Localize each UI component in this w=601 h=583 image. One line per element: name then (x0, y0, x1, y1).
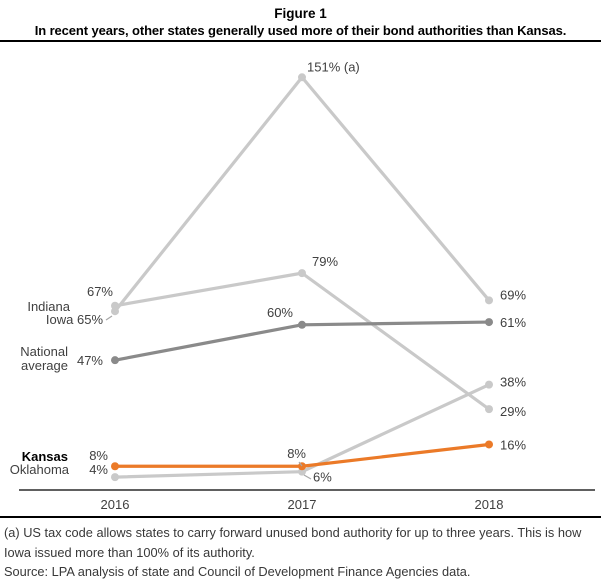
figure-footer: (a) US tax code allows states to carry f… (4, 523, 598, 582)
x-axis-year-label: 2016 (101, 497, 130, 512)
series-label: Kansas (22, 449, 68, 464)
series-point-national-average (485, 318, 493, 327)
point-label: 6% (313, 470, 332, 485)
series-label: Iowa 65% (46, 312, 104, 327)
point-label: 67% (87, 284, 113, 299)
point-label: 151% (a) (307, 59, 360, 74)
series-label: National (20, 344, 68, 359)
series-point-iowa (485, 296, 493, 305)
series-label: 8% (89, 448, 108, 463)
source-text: Source: LPA analysis of state and Counci… (4, 564, 471, 579)
point-label: 29% (500, 404, 526, 419)
series-point-oklahoma (111, 473, 119, 482)
point-label: 61% (500, 315, 526, 330)
footnote-text: (a) US tax code allows states to carry f… (4, 525, 582, 560)
label-leader-line (105, 315, 113, 321)
label-leader-line (298, 461, 303, 467)
figure-subtitle: In recent years, other states generally … (34, 23, 567, 38)
x-axis-year-label: 2017 (288, 497, 317, 512)
series-label: 4% (89, 462, 108, 477)
top-divider (0, 40, 601, 42)
series-label: average (21, 358, 68, 373)
point-label: 16% (500, 437, 526, 452)
point-label: 60% (267, 305, 293, 320)
label-leader-line (303, 474, 312, 480)
series-point-indiana (298, 269, 306, 278)
series-point-kansas (111, 462, 119, 471)
point-label: 79% (312, 254, 338, 269)
series-line-indiana (113, 271, 491, 411)
series-point-kansas (485, 440, 493, 449)
series-point-national-average (298, 320, 306, 329)
bottom-divider (0, 516, 601, 518)
series-point-indiana (485, 405, 493, 414)
series-point-iowa (298, 73, 306, 82)
point-label: 38% (500, 375, 526, 390)
series-point-national-average (111, 356, 119, 365)
series-label: 47% (77, 353, 103, 368)
series-label: Indiana (27, 299, 70, 314)
series-label: Oklahoma (10, 462, 70, 477)
x-axis-year-label: 2018 (475, 497, 504, 512)
series-point-iowa (111, 307, 119, 316)
figure-title: Figure 1 (274, 6, 327, 21)
series-point-oklahoma (485, 380, 493, 389)
point-label: 8% (287, 446, 306, 461)
series-point-kansas (298, 462, 306, 471)
point-label: 69% (500, 287, 526, 302)
